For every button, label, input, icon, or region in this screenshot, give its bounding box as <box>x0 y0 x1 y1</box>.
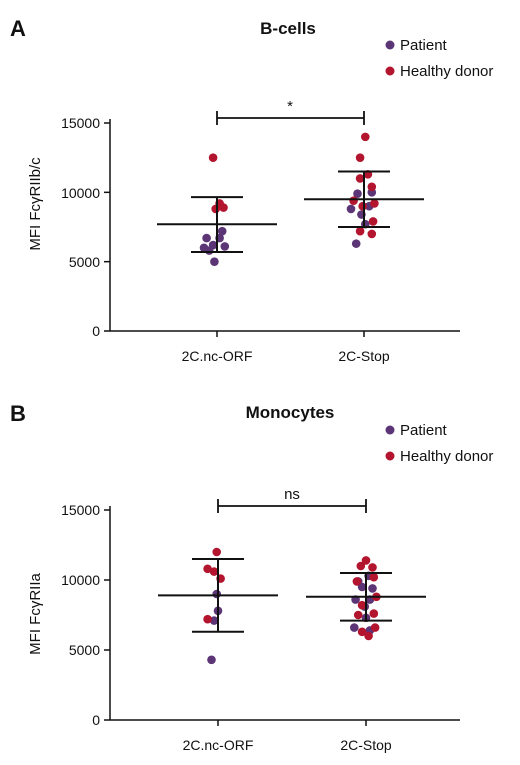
chart-title: B-cells <box>260 19 316 38</box>
data-point-healthy-donor <box>361 132 370 142</box>
y-tick-label: 0 <box>92 712 100 728</box>
x-tick-label-stop: 2C-Stop <box>338 348 390 364</box>
data-point-patient <box>368 584 377 593</box>
legend-healthy-donor-marker <box>385 66 395 76</box>
y-axis-label: MFI FcγRIIa <box>27 573 44 655</box>
significance-label: * <box>287 98 293 115</box>
data-point-patient <box>357 582 367 592</box>
data-point-patient <box>350 623 359 632</box>
data-point-patient <box>217 226 227 236</box>
plot-area <box>104 111 460 337</box>
data-point-healthy-donor <box>370 199 379 208</box>
y-axis-label: MFI FcγRIIb/c <box>27 157 44 251</box>
panel-letter: A <box>10 16 26 41</box>
significance-label: ns <box>284 486 300 503</box>
data-point-patient <box>212 589 221 599</box>
chart-title: Monocytes <box>246 403 335 422</box>
legend-patient-marker <box>385 40 395 50</box>
y-tick-label: 15000 <box>61 115 100 131</box>
data-point-healthy-donor <box>367 229 377 239</box>
panel-letter: B <box>10 401 26 426</box>
data-point-patient <box>209 616 219 625</box>
y-tick-label: 10000 <box>61 185 100 201</box>
data-point-healthy-donor <box>369 609 379 618</box>
data-point-healthy-donor <box>219 203 228 212</box>
y-tick-label: 15000 <box>61 502 100 518</box>
x-tick-label-stop: 2C-Stop <box>340 737 392 753</box>
data-point-patient <box>207 655 216 665</box>
data-point-healthy-donor <box>349 196 358 205</box>
data-point-patient <box>202 233 211 243</box>
y-axis-ticks: 15000 10000 5000 0 <box>61 115 100 339</box>
data-point-healthy-donor <box>203 614 212 624</box>
x-tick-label-nc-orf: 2C.nc-ORF <box>182 348 253 364</box>
plot-area <box>104 499 460 726</box>
panel-monocytes: B Monocytes Patient Healthy donor MFI Fc… <box>10 401 493 753</box>
data-point-healthy-donor <box>355 153 365 162</box>
legend-healthy-donor-marker <box>385 451 395 461</box>
data-point-healthy-donor <box>209 567 219 576</box>
y-axis-ticks: 15000 10000 5000 0 <box>61 502 100 728</box>
data-point-healthy-donor <box>352 577 362 586</box>
legend-healthy-donor-label: Healthy donor <box>400 448 493 465</box>
legend-patient-label: Patient <box>400 422 448 439</box>
data-point-healthy-donor <box>357 600 367 610</box>
data-point-healthy-donor <box>369 572 379 582</box>
data-point-patient <box>351 239 361 248</box>
data-point-healthy-donor <box>368 563 377 572</box>
y-tick-label: 10000 <box>61 572 100 588</box>
data-point-healthy-donor <box>212 547 221 557</box>
data-point-patient <box>204 246 214 255</box>
data-point-healthy-donor <box>367 182 377 192</box>
data-point-healthy-donor <box>356 561 366 571</box>
legend-patient-marker <box>385 425 395 435</box>
y-tick-label: 5000 <box>69 642 100 658</box>
data-point-healthy-donor <box>357 627 367 637</box>
data-point-patient <box>220 242 230 251</box>
legend-patient-label: Patient <box>400 37 448 54</box>
data-point-patient <box>346 204 356 214</box>
legend-healthy-donor-label: Healthy donor <box>400 63 493 80</box>
x-tick-label-nc-orf: 2C.nc-ORF <box>183 737 254 753</box>
data-point-healthy-donor <box>211 204 220 214</box>
data-point-healthy-donor <box>370 623 380 632</box>
data-point-healthy-donor <box>355 226 365 236</box>
y-tick-label: 0 <box>92 323 100 339</box>
data-point-healthy-donor <box>355 174 365 183</box>
y-tick-label: 5000 <box>69 254 100 270</box>
data-point-healthy-donor <box>361 556 371 565</box>
data-point-patient <box>353 189 362 199</box>
data-point-healthy-donor <box>203 564 212 574</box>
data-point-healthy-donor <box>353 610 363 620</box>
data-point-patient <box>210 257 219 266</box>
data-point-healthy-donor <box>368 217 378 226</box>
data-point-healthy-donor <box>364 631 373 641</box>
panel-b-cells: A B-cells Patient Healthy donor MFI FcγR… <box>10 16 493 364</box>
data-point-healthy-donor <box>358 201 368 211</box>
data-point-healthy-donor <box>208 153 218 162</box>
